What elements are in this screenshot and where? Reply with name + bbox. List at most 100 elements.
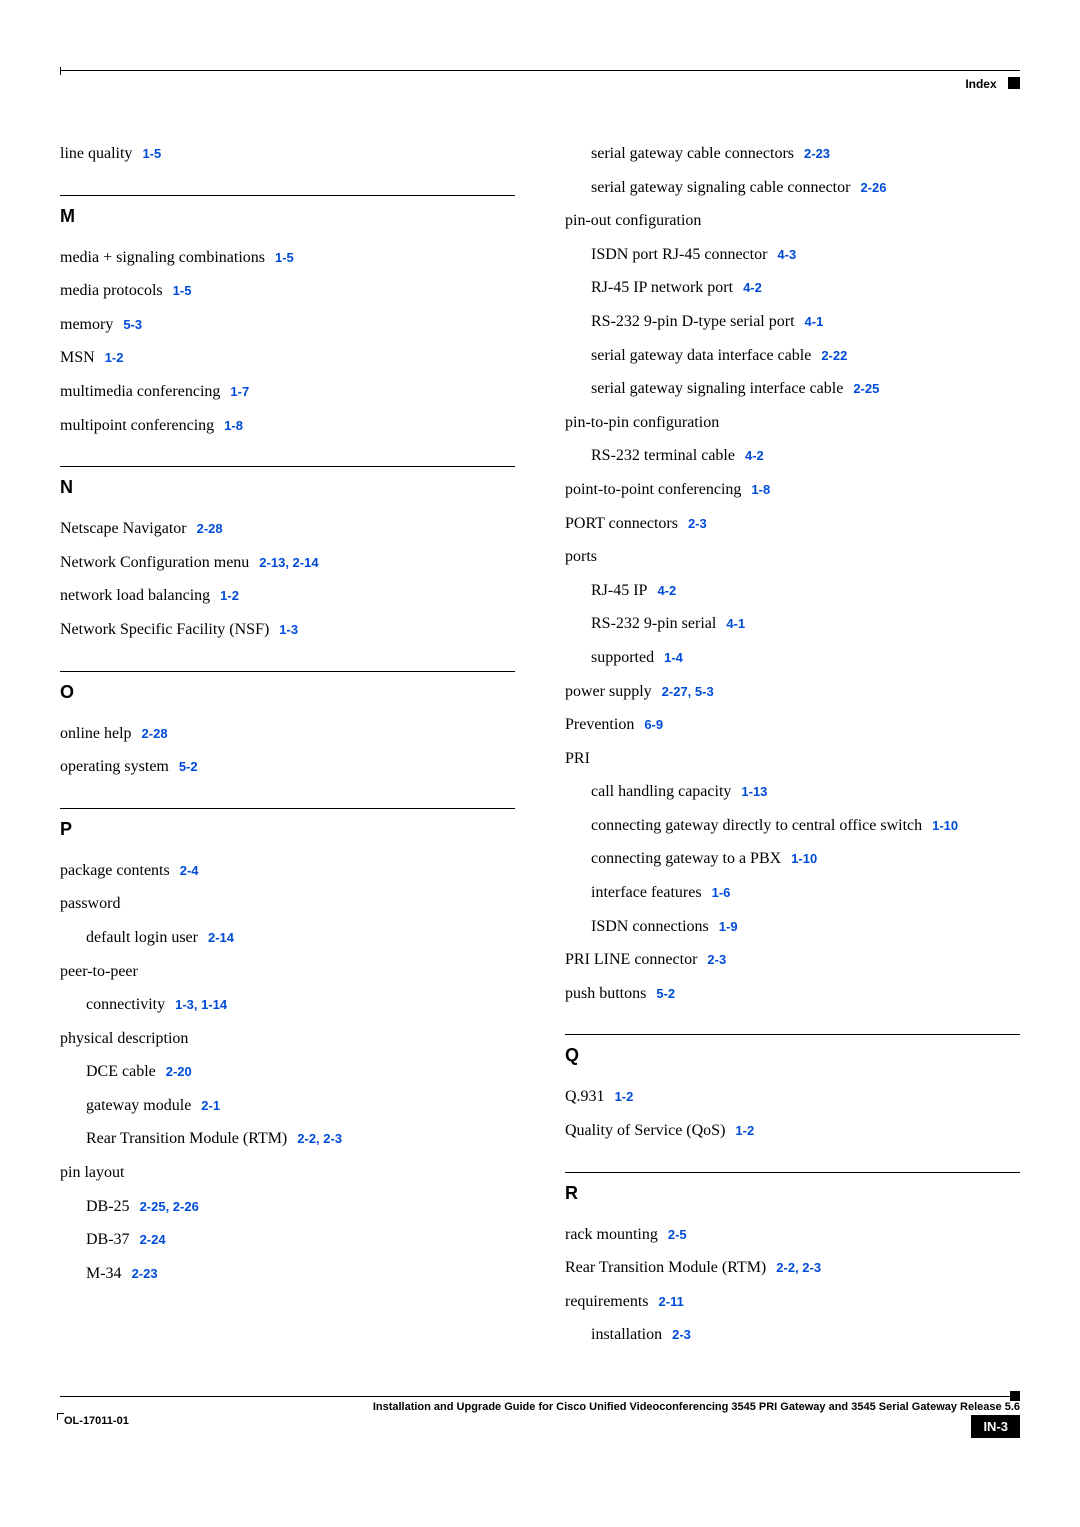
page-ref-link[interactable]: 4-1 xyxy=(726,616,745,631)
page-ref-link[interactable]: 2-3 xyxy=(707,952,726,967)
index-entry: memory5-3 xyxy=(60,312,515,338)
index-entry-text: PRI xyxy=(565,750,590,767)
index-entry-text: connecting gateway directly to central o… xyxy=(591,817,922,834)
page-ref-link[interactable]: 1-3, 1-14 xyxy=(175,997,227,1012)
header-label: Index xyxy=(965,77,996,91)
index-entry-text: physical description xyxy=(60,1030,188,1047)
section-letter: O xyxy=(60,682,515,703)
index-entry: PRI xyxy=(565,746,1020,772)
page-ref-link[interactable]: 4-2 xyxy=(745,448,764,463)
page-ref-link[interactable]: 1-2 xyxy=(735,1123,754,1138)
page-ref-link[interactable]: 2-5 xyxy=(668,1227,687,1242)
page-ref-link[interactable]: 2-3 xyxy=(672,1327,691,1342)
page-ref-link[interactable]: 2-2, 2-3 xyxy=(297,1131,342,1146)
page-ref-link[interactable]: 1-5 xyxy=(142,146,161,161)
index-entry-text: M-34 xyxy=(86,1265,122,1282)
page-ref-link[interactable]: 1-2 xyxy=(220,588,239,603)
index-entry: physical description xyxy=(60,1026,515,1052)
section-letter: P xyxy=(60,819,515,840)
page-ref-link[interactable]: 2-4 xyxy=(180,863,199,878)
page-ref-link[interactable]: 2-1 xyxy=(201,1098,220,1113)
page-ref-link[interactable]: 2-28 xyxy=(142,726,168,741)
page-ref-link[interactable]: 1-10 xyxy=(932,818,958,833)
right-column: serial gateway cable connectors 2-23 seria… xyxy=(565,141,1020,1356)
index-entry: call handling capacity 1-13 xyxy=(565,779,1020,805)
index-entry-text: operating system xyxy=(60,758,169,775)
index-entry-text: requirements xyxy=(565,1293,649,1310)
page-ref-link[interactable]: 2-20 xyxy=(166,1064,192,1079)
index-entry-text: serial gateway signaling cable connector xyxy=(591,179,850,196)
page-ref-link[interactable]: 2-23 xyxy=(132,1266,158,1281)
section-rule xyxy=(565,1034,1020,1035)
page-ref-link[interactable]: 2-23 xyxy=(804,146,830,161)
page-ref-link[interactable]: 1-5 xyxy=(173,283,192,298)
page-ref-link[interactable]: 2-26 xyxy=(860,180,886,195)
page-ref-link[interactable]: 5-2 xyxy=(656,986,675,1001)
index-entry: ISDN port RJ-45 connector4-3 xyxy=(565,242,1020,268)
index-entry: Rear Transition Module (RTM)2-2, 2-3 xyxy=(565,1255,1020,1281)
index-entry: pin-to-pin configuration xyxy=(565,410,1020,436)
index-entry-text: ISDN connections xyxy=(591,918,709,935)
page-ref-link[interactable]: 2-2, 2-3 xyxy=(776,1260,821,1275)
index-entry: ISDN connections 1-9 xyxy=(565,914,1020,940)
footer-left-mark-icon xyxy=(57,1413,64,1420)
page-ref-link[interactable]: 1-2 xyxy=(105,350,124,365)
page-ref-link[interactable]: 2-22 xyxy=(821,348,847,363)
index-entry: media + signaling combinations1-5 xyxy=(60,245,515,271)
page-ref-link[interactable]: 1-10 xyxy=(791,851,817,866)
index-entry-text: multimedia conferencing xyxy=(60,383,220,400)
section-letter: N xyxy=(60,477,515,498)
index-entry: M-34 2-23 xyxy=(60,1261,515,1287)
index-entry-text: Quality of Service (QoS) xyxy=(565,1122,725,1139)
page-ref-link[interactable]: 1-8 xyxy=(224,418,243,433)
index-entry: connecting gateway to a PBX1-10 xyxy=(565,846,1020,872)
page-ref-link[interactable]: 1-6 xyxy=(712,885,731,900)
running-header: Index xyxy=(60,77,1020,91)
page-ref-link[interactable]: 1-13 xyxy=(741,784,767,799)
index-entry-text: Network Specific Facility (NSF) xyxy=(60,621,269,638)
index-entry-text: serial gateway cable connectors xyxy=(591,145,794,162)
page-ref-link[interactable]: 5-2 xyxy=(179,759,198,774)
page-ref-link[interactable]: 1-5 xyxy=(275,250,294,265)
page-ref-link[interactable]: 2-27, 5-3 xyxy=(662,684,714,699)
page-ref-link[interactable]: 4-1 xyxy=(805,314,824,329)
index-entry: power supply 2-27, 5-3 xyxy=(565,679,1020,705)
page-ref-link[interactable]: 5-3 xyxy=(123,317,142,332)
index-entry-text: power supply xyxy=(565,683,652,700)
page-ref-link[interactable]: 2-11 xyxy=(659,1294,684,1309)
page-ref-link[interactable]: 2-14 xyxy=(208,930,234,945)
page-ref-link[interactable]: 1-4 xyxy=(664,650,683,665)
page-ref-link[interactable]: 2-25, 2-26 xyxy=(140,1199,199,1214)
index-entry-text: peer-to-peer xyxy=(60,963,138,980)
index-entry-text: RJ-45 IP network port xyxy=(591,279,733,296)
page-ref-link[interactable]: 2-13, 2-14 xyxy=(259,555,318,570)
section-letter: M xyxy=(60,206,515,227)
index-entry-text: default login user xyxy=(86,929,198,946)
page-ref-link[interactable]: 1-7 xyxy=(230,384,249,399)
page-ref-link[interactable]: 4-2 xyxy=(657,583,676,598)
page-ref-link[interactable]: 2-3 xyxy=(688,516,707,531)
index-entry-text: DB-25 xyxy=(86,1198,130,1215)
page-ref-link[interactable]: 4-2 xyxy=(743,280,762,295)
index-entry-text: network load balancing xyxy=(60,587,210,604)
top-rule xyxy=(60,70,1020,71)
page-ref-link[interactable]: 2-28 xyxy=(197,521,223,536)
index-entry-text: gateway module xyxy=(86,1097,191,1114)
index-entry-text: call handling capacity xyxy=(591,783,731,800)
page-ref-link[interactable]: 1-2 xyxy=(615,1089,634,1104)
index-entry-text: installation xyxy=(591,1326,662,1343)
page-ref-link[interactable]: 2-24 xyxy=(140,1232,166,1247)
page-ref-link[interactable]: 1-9 xyxy=(719,919,738,934)
index-entry: pin layout xyxy=(60,1160,515,1186)
page-ref-link[interactable]: 1-8 xyxy=(751,482,770,497)
page-ref-link[interactable]: 6-9 xyxy=(644,717,663,732)
page-ref-link[interactable]: 4-3 xyxy=(777,247,796,262)
index-entry: multimedia conferencing 1-7 xyxy=(60,379,515,405)
index-columns: line quality1-5Mmedia + signaling combin… xyxy=(60,141,1020,1356)
index-entry-text: Q.931 xyxy=(565,1088,605,1105)
index-entry-text: serial gateway signaling interface cable xyxy=(591,380,843,397)
index-entry-text: password xyxy=(60,895,120,912)
index-entry: Q.931 1-2 xyxy=(565,1084,1020,1110)
page-ref-link[interactable]: 1-3 xyxy=(279,622,298,637)
page-ref-link[interactable]: 2-25 xyxy=(853,381,879,396)
